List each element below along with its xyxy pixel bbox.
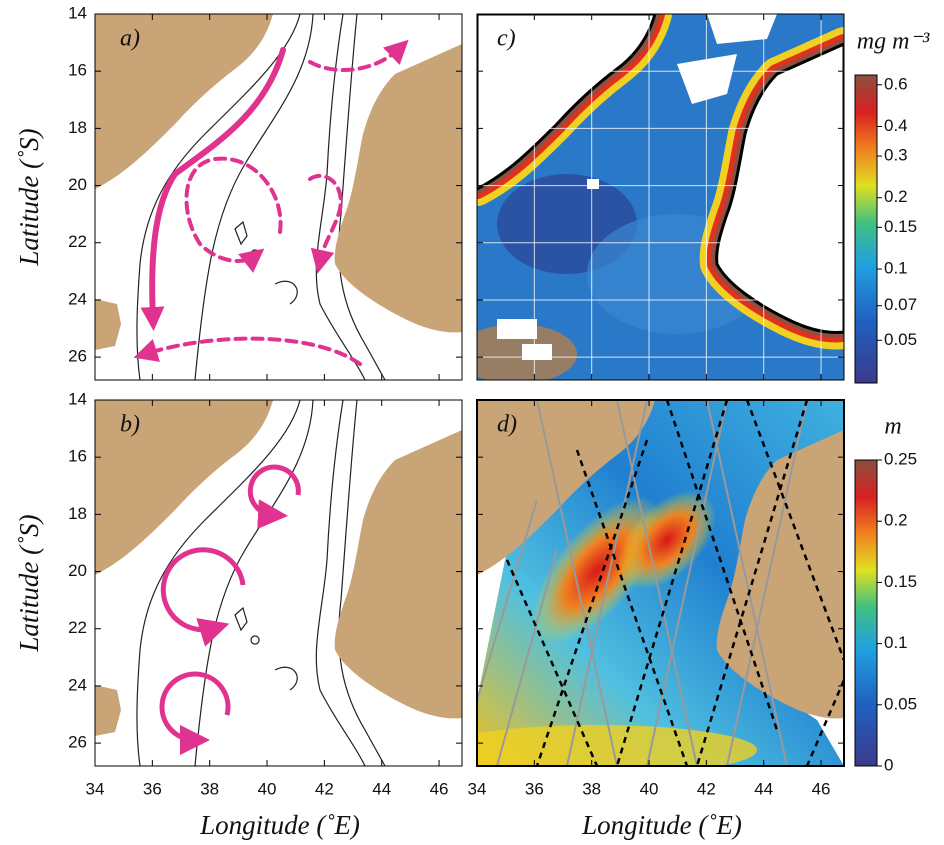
colorbar: [855, 460, 877, 766]
colorbar-tick-label: 0.1: [884, 633, 908, 652]
y-tick-label: 26: [68, 347, 87, 366]
colorbar-unit: m: [884, 414, 901, 440]
y-tick-label: 14: [68, 389, 87, 408]
y-tick-label: 24: [68, 675, 87, 694]
colorbar-tick-label: 0.15: [884, 217, 917, 236]
colorbar-tick-label: 0.2: [884, 187, 908, 206]
x-tick-label: 36: [525, 779, 544, 798]
y-tick-label: 22: [68, 232, 87, 251]
map-a: [95, 14, 462, 380]
x-tick-label: 36: [143, 779, 162, 798]
colorbar-tick-label: 0.07: [884, 295, 917, 314]
x-tick-label: 46: [812, 779, 831, 798]
x-tick-label: 42: [315, 779, 334, 798]
y-tick-label: 16: [68, 447, 87, 466]
x-tick-label: 44: [372, 779, 391, 798]
panel-label: a): [120, 26, 140, 52]
x-tick-label: 42: [697, 779, 716, 798]
y-axis-title: Latitude (˚S): [14, 514, 44, 652]
colorbar-tick-label: 0.6: [884, 74, 908, 93]
x-tick-label: 44: [754, 779, 773, 798]
y-tick-label: 16: [68, 61, 87, 80]
colorbar-tick-label: 0.05: [884, 694, 917, 713]
x-tick-label: 34: [468, 779, 487, 798]
colorbar-tick-label: 0: [884, 755, 893, 774]
y-tick-label: 24: [68, 289, 87, 308]
y-tick-label: 18: [68, 118, 87, 137]
colorbar-tick-label: 0.2: [884, 511, 908, 530]
map-c: [457, 14, 844, 384]
colorbar: [855, 75, 877, 383]
x-tick-label: 46: [430, 779, 449, 798]
y-tick-label: 14: [68, 3, 87, 22]
panel-label: c): [497, 26, 516, 52]
x-tick-label: 38: [200, 779, 219, 798]
x-tick-label: 40: [640, 779, 659, 798]
colorbar-tick-label: 0.3: [884, 146, 908, 165]
map-b: [95, 400, 462, 766]
panel-label: b): [120, 412, 140, 438]
colorbar-tick-label: 0.4: [884, 116, 908, 135]
y-tick-label: 22: [68, 618, 87, 637]
colorbar-tick-label: 0.25: [884, 449, 917, 468]
page: a) b) c) d) Longitude (˚E) Longitude (˚E…: [0, 0, 944, 845]
panel-label: d): [497, 412, 517, 438]
y-tick-label: 20: [68, 561, 87, 580]
y-axis-title: Latitude (˚S): [14, 128, 44, 266]
colorbar-tick-label: 0.1: [884, 258, 908, 277]
x-axis-title: Longitude (˚E): [199, 810, 360, 840]
y-tick-label: 18: [68, 504, 87, 523]
colorbar-tick-label: 0.15: [884, 572, 917, 591]
map-d: [437, 400, 844, 775]
colorbar-tick-label: 0.05: [884, 330, 917, 349]
figure: a) b) c) d) Longitude (˚E) Longitude (˚E…: [0, 0, 944, 845]
x-tick-label: 38: [582, 779, 601, 798]
x-tick-label: 40: [258, 779, 277, 798]
y-tick-label: 20: [68, 175, 87, 194]
y-tick-label: 26: [68, 733, 87, 752]
x-axis-title: Longitude (˚E): [581, 810, 742, 840]
colorbar-unit: mg m⁻³: [857, 29, 930, 55]
x-tick-label: 34: [86, 779, 105, 798]
